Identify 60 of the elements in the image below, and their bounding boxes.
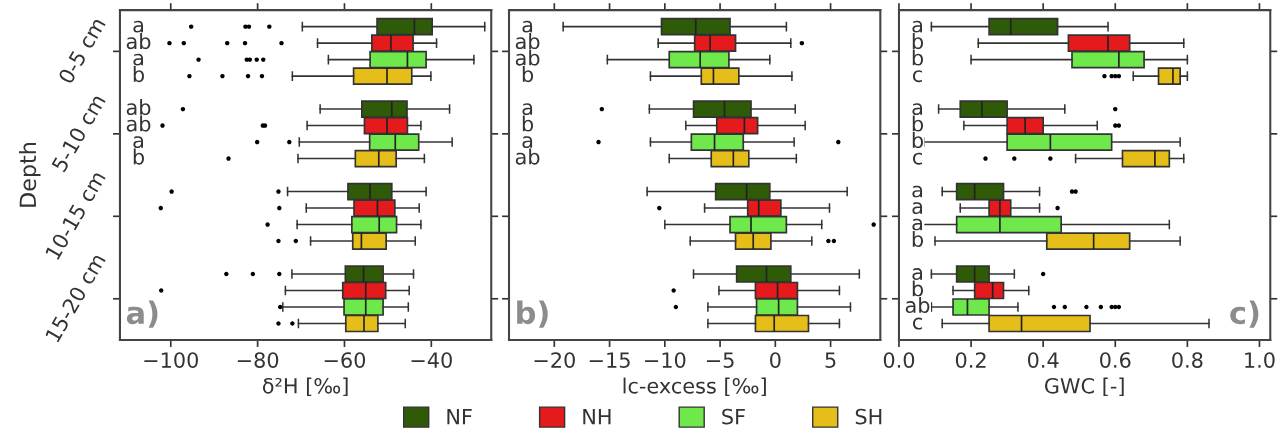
text: c — [912, 152, 922, 165]
x-axis-title: GWC [-] — [1044, 377, 1124, 397]
x-tick-label: 0.4 — [1027, 352, 1059, 368]
text: ab — [515, 33, 540, 50]
text: a — [522, 136, 533, 149]
text: a — [133, 136, 144, 149]
text: a — [133, 20, 144, 33]
y-axis-title: Depth — [19, 143, 41, 207]
text: b — [912, 132, 924, 149]
text: ab — [126, 99, 151, 116]
x-tick-label: −100 — [144, 352, 198, 368]
text: ab — [905, 296, 930, 314]
text: ab — [126, 115, 151, 132]
x-tick-label: −20 — [534, 352, 575, 368]
text: c — [912, 317, 922, 330]
text: ab — [515, 49, 540, 66]
text: b — [133, 66, 144, 83]
text: a — [522, 103, 533, 116]
x-tick-label: 5 — [825, 352, 836, 368]
text: b — [522, 66, 534, 83]
x-tick-label: 0.8 — [1172, 352, 1203, 368]
x-axis-title: lc-excess [‰] — [623, 377, 766, 397]
text: b — [912, 230, 924, 248]
text: ab — [515, 148, 540, 165]
text: b — [912, 49, 924, 66]
x-tick-label: −80 — [237, 352, 279, 368]
x-tick-label: 0.6 — [1100, 352, 1131, 368]
x-tick-label: −10 — [645, 352, 686, 368]
text: a — [912, 20, 923, 33]
legend-label: NH — [583, 408, 611, 425]
x-tick-label: 0 — [770, 352, 781, 368]
x-tick-label: 0.2 — [955, 352, 986, 368]
legend-label: SF — [722, 408, 745, 425]
annotation: b) — [517, 300, 548, 328]
text: a — [912, 103, 923, 116]
text: b — [912, 280, 924, 297]
text: a — [912, 185, 923, 198]
x-tick-label: −15 — [589, 352, 630, 368]
text: a — [522, 20, 533, 33]
text: c — [912, 70, 922, 83]
text: a — [912, 268, 923, 281]
legend-label: NF — [447, 408, 472, 425]
text: b — [912, 115, 924, 132]
y-tick-label: 0-5 cm — [57, 16, 106, 85]
annotation: c) — [1230, 300, 1259, 328]
x-axis-title: δ²H [‰] — [262, 377, 348, 397]
text: b — [912, 33, 924, 50]
text: a — [912, 218, 923, 231]
text: b — [133, 148, 144, 165]
x-tick-label: −40 — [411, 352, 452, 368]
legend-label: SH — [855, 408, 882, 425]
annotation: a) — [126, 300, 158, 328]
text: a — [912, 202, 923, 215]
text: a — [133, 53, 144, 66]
text: b — [522, 115, 534, 132]
x-tick-label: 1.0 — [1245, 352, 1275, 368]
x-tick-label: 0.0 — [883, 352, 915, 368]
x-tick-label: −5 — [706, 352, 734, 368]
x-tick-label: −60 — [324, 352, 366, 368]
text: ab — [126, 33, 151, 50]
